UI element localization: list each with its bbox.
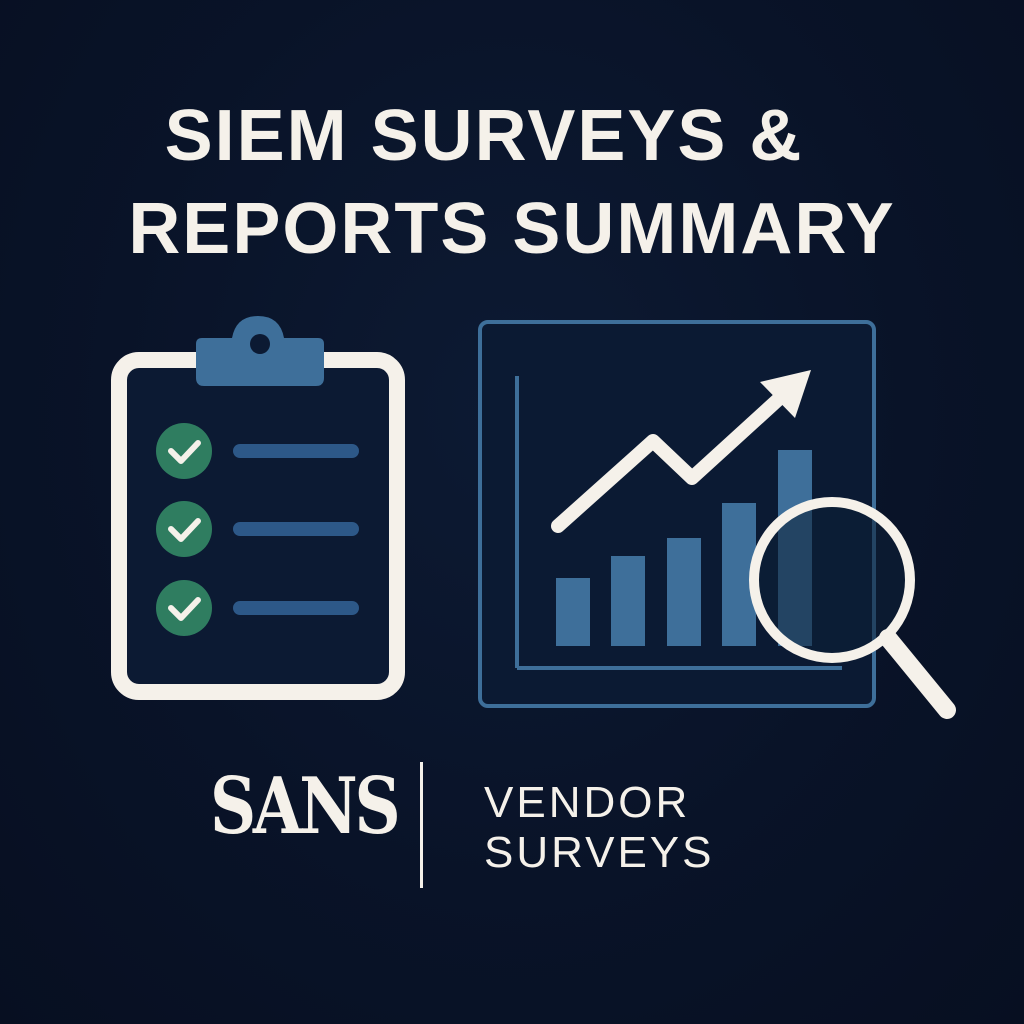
check-icon — [156, 501, 212, 557]
check-item-2 — [156, 501, 359, 557]
check-icon — [156, 580, 212, 636]
magnifying-glass-icon — [749, 497, 956, 719]
clipboard-checklist-icon — [111, 316, 405, 700]
vendor-label-line-1: VENDOR — [484, 778, 691, 827]
chart-bar — [556, 578, 590, 646]
trend-line — [551, 389, 789, 533]
logo-divider — [420, 762, 423, 888]
page-title-line-1: SIEM SURVEYS & — [164, 96, 804, 176]
vendor-label-line-2: SURVEYS — [484, 828, 715, 877]
sans-logo: SANS — [210, 761, 401, 852]
check-icon — [156, 423, 212, 479]
check-item-3 — [156, 580, 359, 636]
trend-arrow-head — [760, 370, 811, 418]
check-item-1 — [156, 423, 359, 479]
page-title-line-2: REPORTS SUMMARY — [128, 189, 896, 269]
chart-bar — [667, 538, 701, 646]
vendor-surveys-label: VENDOR SURVEYS — [484, 778, 715, 878]
chart-bar — [611, 556, 645, 646]
